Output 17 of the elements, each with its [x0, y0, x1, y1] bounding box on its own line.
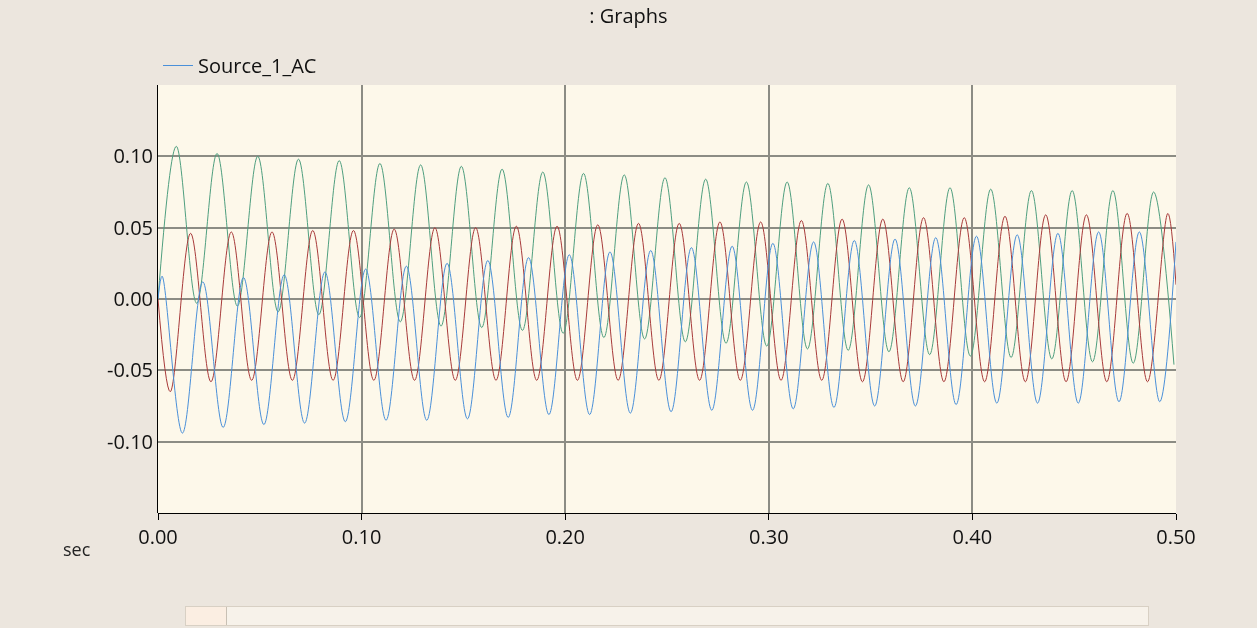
y-tick-label: -0.10 [107, 427, 153, 455]
x-tick-label: 0.20 [545, 523, 585, 550]
x-tick-label: 0.10 [341, 523, 382, 550]
x-tick-label: 0.00 [138, 523, 178, 550]
y-tick-label: 0.05 [113, 213, 153, 241]
line-series [158, 212, 1176, 393]
chart-title: : Graphs [589, 2, 668, 29]
y-tick-label: 0.00 [113, 285, 153, 312]
x-tick-label: 0.50 [1156, 523, 1196, 550]
x-axis-title: sec [63, 537, 91, 561]
x-tick-label: 0.40 [952, 523, 993, 550]
y-tick-label: -0.05 [107, 356, 153, 384]
line-series [158, 145, 1175, 366]
x-tick-label: 0.30 [749, 523, 789, 550]
legend-label: Source_1_AC [198, 52, 317, 80]
line-series [158, 231, 1176, 434]
y-tick-label: 0.10 [113, 142, 153, 170]
